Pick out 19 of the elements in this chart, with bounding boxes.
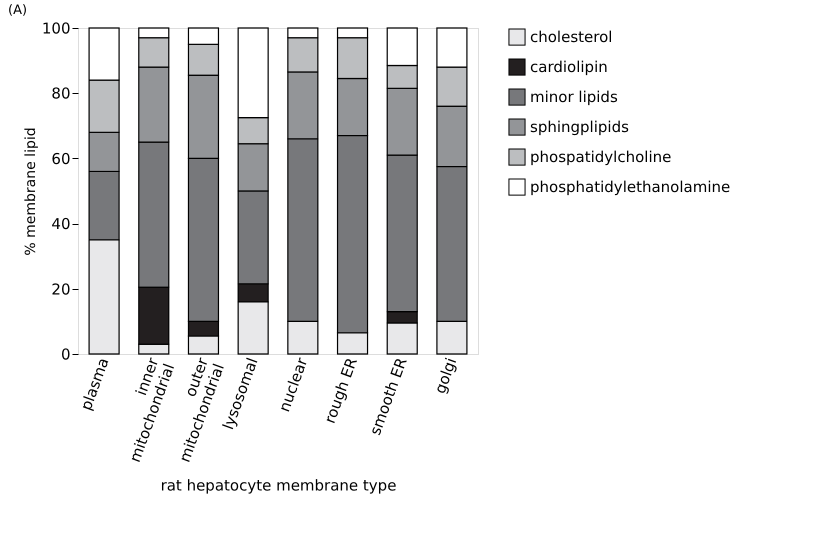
legend-label: phosphatidylethanolamine bbox=[530, 178, 730, 196]
y-tick-label: 40 bbox=[51, 215, 70, 234]
y-tick-label: 100 bbox=[42, 20, 70, 38]
x-tick-label: golgi bbox=[430, 355, 460, 396]
chart-title: (A) bbox=[8, 3, 28, 18]
y-tick-label: 20 bbox=[51, 280, 70, 298]
legend-label: cholesterol bbox=[530, 28, 612, 46]
x-tick-label: plasma bbox=[76, 355, 113, 413]
y-tick-label: 60 bbox=[51, 150, 70, 168]
x-tick-label: rough ER bbox=[320, 355, 361, 426]
legend-label: minor lipids bbox=[530, 88, 618, 106]
y-axis-title: % membrane lipid bbox=[22, 127, 39, 256]
legend-label: phospatidylcholine bbox=[530, 148, 672, 166]
legend-label: cardiolipin bbox=[530, 58, 608, 76]
y-tick-label: 80 bbox=[51, 84, 70, 103]
x-axis-title: rat hepatocyte membrane type bbox=[160, 476, 396, 494]
legend-label: sphingplipids bbox=[530, 118, 630, 136]
y-tick-label: 0 bbox=[60, 346, 70, 364]
x-tick-label: nuclear bbox=[275, 354, 312, 414]
